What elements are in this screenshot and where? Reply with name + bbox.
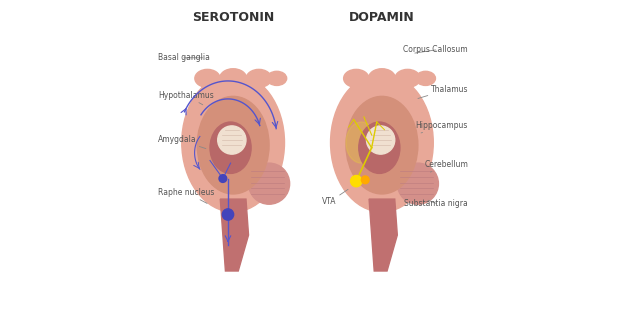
Ellipse shape xyxy=(246,70,272,87)
Text: DOPAMIN: DOPAMIN xyxy=(349,11,415,24)
Text: Amygdala: Amygdala xyxy=(158,135,206,149)
Circle shape xyxy=(219,175,227,182)
Ellipse shape xyxy=(416,71,436,85)
Ellipse shape xyxy=(331,73,433,212)
Ellipse shape xyxy=(210,122,251,173)
Circle shape xyxy=(351,175,362,187)
Ellipse shape xyxy=(344,70,369,87)
Ellipse shape xyxy=(395,70,420,87)
Ellipse shape xyxy=(197,96,269,194)
Text: Hypothalamus: Hypothalamus xyxy=(158,91,213,105)
Polygon shape xyxy=(369,199,398,271)
Ellipse shape xyxy=(218,126,246,154)
Text: Cerebellum: Cerebellum xyxy=(424,160,468,172)
Text: SEROTONIN: SEROTONIN xyxy=(192,11,274,24)
Ellipse shape xyxy=(220,69,247,88)
Text: Basal ganglia: Basal ganglia xyxy=(158,53,210,62)
Text: Hippocampus: Hippocampus xyxy=(416,121,468,133)
Ellipse shape xyxy=(267,71,287,85)
Ellipse shape xyxy=(369,69,396,88)
Text: Corpus Callosum: Corpus Callosum xyxy=(403,46,468,54)
Ellipse shape xyxy=(249,163,290,204)
Ellipse shape xyxy=(346,96,418,194)
Text: Thalamus: Thalamus xyxy=(418,85,468,99)
Ellipse shape xyxy=(195,70,220,87)
Ellipse shape xyxy=(182,73,284,212)
Ellipse shape xyxy=(359,122,400,173)
Ellipse shape xyxy=(398,163,438,204)
Text: VTA: VTA xyxy=(322,189,348,206)
Ellipse shape xyxy=(366,126,395,154)
Text: Substantia nigra: Substantia nigra xyxy=(404,199,468,208)
Polygon shape xyxy=(220,199,249,271)
Text: Raphe nucleus: Raphe nucleus xyxy=(158,188,214,204)
Ellipse shape xyxy=(346,122,377,163)
Circle shape xyxy=(222,209,233,220)
Circle shape xyxy=(361,176,369,184)
